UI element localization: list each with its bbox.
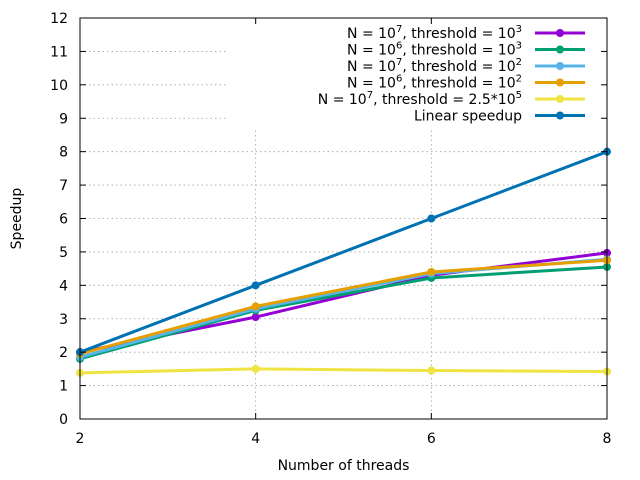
y-tick-label: 2 bbox=[59, 345, 68, 361]
legend-entry: N = 106, threshold = 102 bbox=[347, 74, 585, 92]
grid-lines bbox=[80, 18, 607, 419]
y-tick-label: 5 bbox=[59, 245, 68, 261]
y-tick-label: 9 bbox=[59, 111, 68, 127]
y-tick-label: 0 bbox=[59, 412, 68, 428]
legend-label: N = 107, threshold = 102 bbox=[347, 57, 522, 75]
y-tick-label: 7 bbox=[59, 178, 68, 194]
series-4 bbox=[76, 364, 611, 377]
legend-entry: Linear speedup bbox=[414, 109, 585, 125]
y-tick-label: 6 bbox=[59, 212, 68, 228]
x-tick-label: 8 bbox=[603, 431, 612, 447]
legend-swatch-point bbox=[556, 78, 564, 87]
x-tick-label: 2 bbox=[76, 431, 85, 447]
legend-background bbox=[228, 20, 606, 131]
x-tick-label: 6 bbox=[427, 431, 436, 447]
y-tick-label: 4 bbox=[59, 278, 68, 294]
data-point bbox=[251, 313, 260, 322]
y-axis-label: Speedup bbox=[9, 188, 25, 250]
legend-label: N = 107, threshold = 2.5*105 bbox=[318, 90, 522, 108]
series-lines bbox=[76, 147, 611, 377]
data-point bbox=[251, 302, 260, 311]
data-point bbox=[427, 366, 436, 375]
series-line bbox=[79, 265, 608, 361]
y-tick-label: 8 bbox=[59, 145, 68, 161]
series-3 bbox=[76, 256, 611, 358]
legend-entry: N = 107, threshold = 2.5*105 bbox=[318, 90, 585, 108]
legend-swatch-point bbox=[556, 111, 564, 120]
legend-swatch-point bbox=[556, 62, 564, 70]
legend-label: N = 106, threshold = 103 bbox=[347, 41, 522, 59]
data-point bbox=[251, 281, 260, 290]
y-tick-label: 3 bbox=[59, 312, 68, 328]
legend-swatch-point bbox=[556, 45, 564, 54]
legend-entry: N = 107, threshold = 102 bbox=[347, 57, 585, 75]
x-axis-ticks: 2 4 6 8 bbox=[76, 18, 612, 447]
y-tick-label: 11 bbox=[50, 44, 68, 60]
y-tick-label: 10 bbox=[50, 78, 68, 94]
legend-entry: N = 107, threshold = 103 bbox=[347, 24, 585, 42]
data-point bbox=[427, 214, 436, 223]
legend-swatch-point bbox=[556, 95, 564, 103]
data-point bbox=[251, 364, 260, 373]
series-line bbox=[79, 150, 608, 354]
x-axis-label: Number of threads bbox=[278, 458, 410, 474]
x-tick-label: 4 bbox=[251, 431, 260, 447]
legend-entry: N = 106, threshold = 103 bbox=[347, 41, 585, 59]
y-tick-label: 12 bbox=[50, 11, 68, 27]
series-1 bbox=[76, 262, 611, 363]
y-tick-label: 1 bbox=[59, 379, 68, 395]
series-line bbox=[79, 257, 608, 359]
data-point bbox=[427, 267, 436, 276]
legend-swatch-point bbox=[556, 29, 564, 37]
legend-label: N = 107, threshold = 103 bbox=[347, 24, 522, 42]
legend-label: Linear speedup bbox=[414, 109, 522, 125]
series-line bbox=[79, 367, 608, 375]
legend-label: N = 106, threshold = 102 bbox=[347, 74, 522, 92]
series-line bbox=[79, 258, 608, 356]
